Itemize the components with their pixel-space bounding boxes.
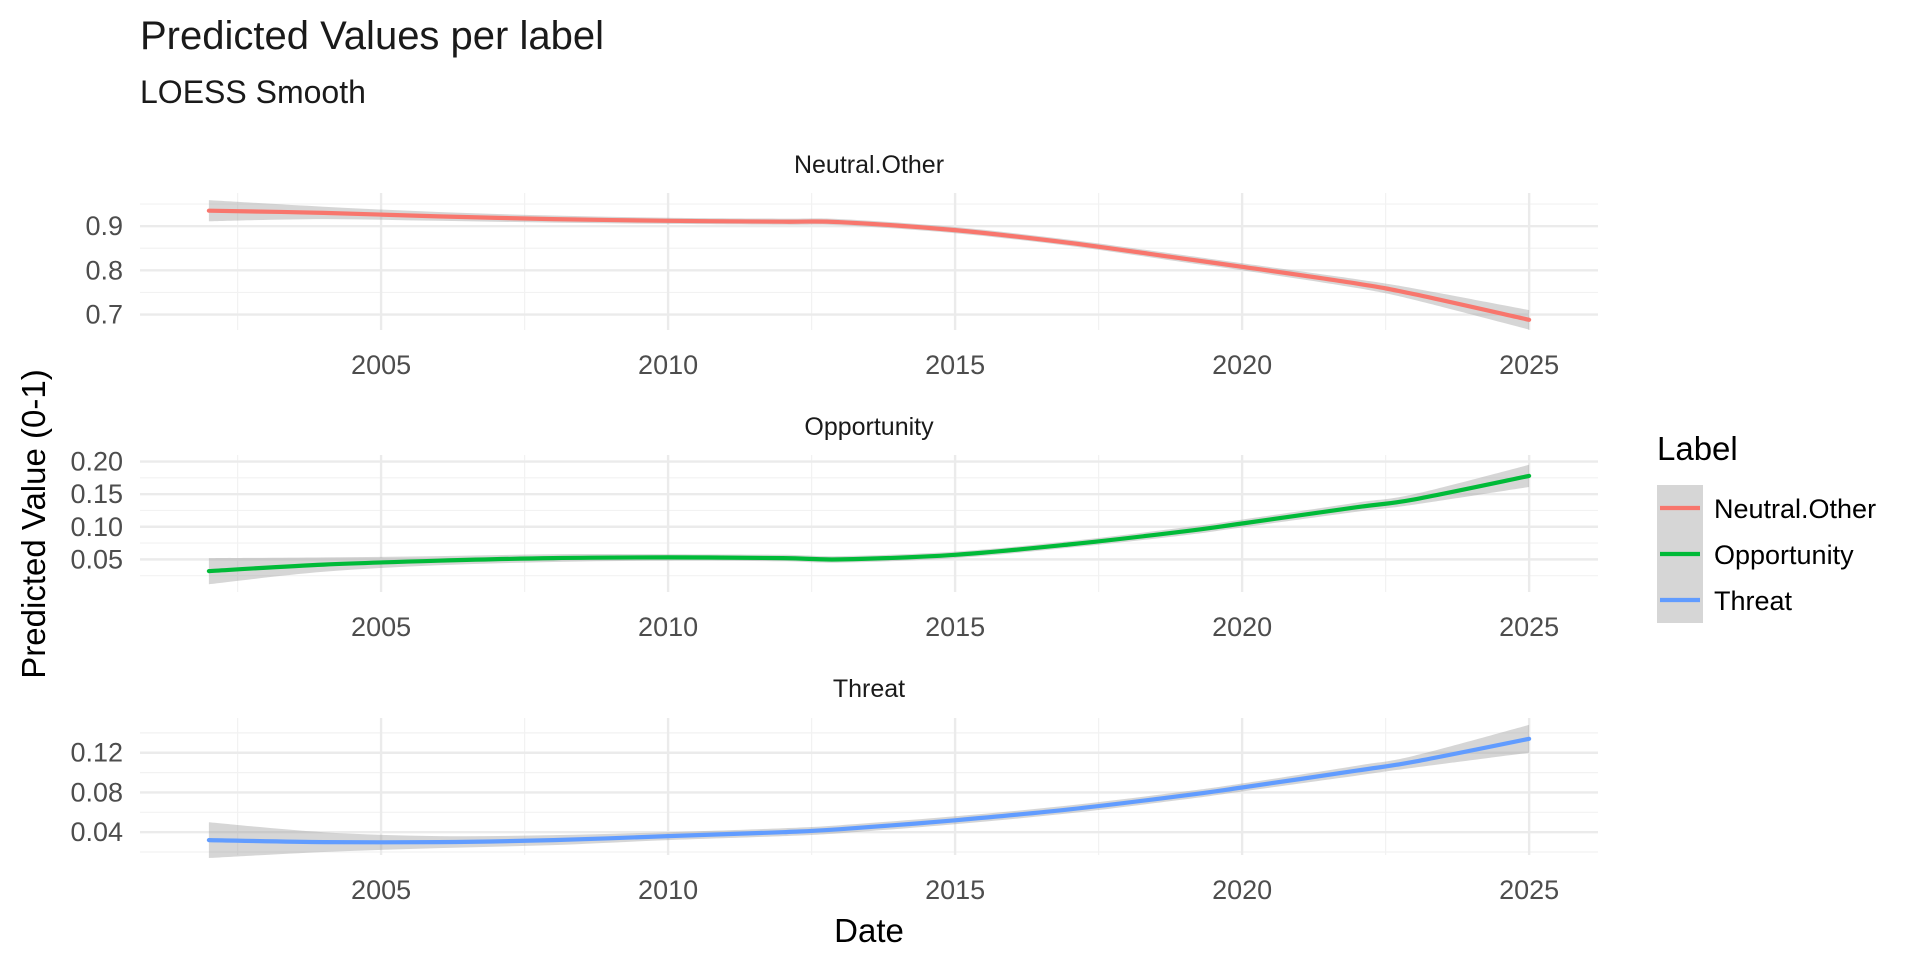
y-tick-label: 0.9 <box>85 211 123 241</box>
y-tick-label: 0.12 <box>70 738 123 768</box>
chart-subtitle: LOESS Smooth <box>140 74 366 110</box>
legend-label: Opportunity <box>1714 540 1854 570</box>
x-tick-label: 2020 <box>1212 875 1272 905</box>
legend-title: Label <box>1657 430 1738 467</box>
x-tick-label: 2005 <box>351 612 411 642</box>
x-tick-label: 2025 <box>1499 612 1559 642</box>
series-line-neutral-other <box>206 208 1532 322</box>
legend: Label Neutral.Other Opportunity Threat <box>1657 430 1876 623</box>
y-tick-label: 0.8 <box>85 255 123 285</box>
legend-label: Threat <box>1714 586 1793 616</box>
y-axis-title: Predicted Value (0-1) <box>15 369 52 678</box>
x-tick-label: 2015 <box>925 875 985 905</box>
panel-opportunity: 2005 2010 2015 2020 2025 0.050.100.150.20 Oppo… <box>70 413 1598 642</box>
confidence-band <box>208 724 1530 858</box>
panel-threat: 2005 2010 2015 2020 2025 0.04 0.08 0.12 Threat <box>70 675 1598 905</box>
legend-label: Neutral.Other <box>1714 494 1876 524</box>
x-tick-label: 2005 <box>351 350 411 380</box>
y-tick-label: 0.15 <box>70 479 123 509</box>
facet-strip-label: Threat <box>833 675 905 703</box>
series-line-opportunity <box>206 473 1532 574</box>
x-tick-label: 2020 <box>1212 350 1272 380</box>
facet-strip-label: Neutral.Other <box>794 151 944 179</box>
y-tick-label: 0.05 <box>70 544 123 574</box>
x-axis-title: Date <box>834 912 904 949</box>
x-tick-label: 2025 <box>1499 350 1559 380</box>
x-tick-label: 2025 <box>1499 875 1559 905</box>
y-tick-label: 0.7 <box>85 300 123 330</box>
x-tick-label: 2010 <box>638 875 698 905</box>
x-tick-label: 2015 <box>925 350 985 380</box>
panel-neutral-other: 2005 2010 2015 2020 2025 0.7 0.8 0.9 Neutral.Oth… <box>85 151 1598 380</box>
x-tick-label: 2020 <box>1212 612 1272 642</box>
x-tick-label: 2010 <box>638 612 698 642</box>
x-tick-label: 2005 <box>351 875 411 905</box>
confidence-band <box>208 200 1530 330</box>
series-line-threat <box>206 736 1532 845</box>
confidence-band <box>208 464 1530 585</box>
y-tick-label: 0.04 <box>70 817 123 847</box>
y-tick-label: 0.10 <box>70 512 123 542</box>
y-tick-label: 0.20 <box>70 447 123 477</box>
facet-strip-label: Opportunity <box>804 413 934 441</box>
chart-title: Predicted Values per label <box>140 14 604 58</box>
y-tick-label: 0.08 <box>70 777 123 807</box>
x-tick-label: 2015 <box>925 612 985 642</box>
x-tick-label: 2010 <box>638 350 698 380</box>
